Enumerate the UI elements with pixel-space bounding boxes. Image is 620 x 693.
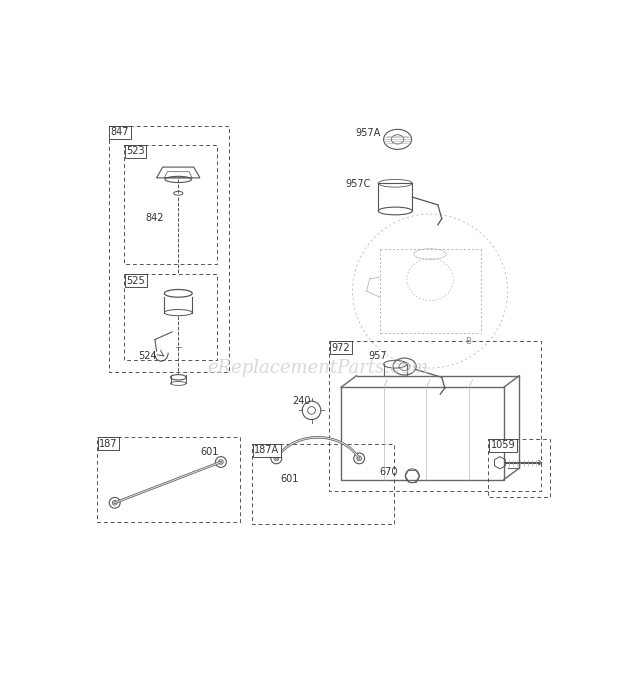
Text: 524: 524 [138,351,157,361]
Text: B: B [465,337,471,346]
Text: 847: 847 [111,127,130,137]
Text: 670: 670 [379,466,398,477]
Bar [252,444,394,524]
Text: 523: 523 [126,146,145,157]
Bar [329,341,541,491]
Text: 240: 240 [292,396,311,406]
Text: 972: 972 [332,342,350,353]
Text: 187A: 187A [254,445,280,455]
Bar [124,274,217,360]
Text: 957: 957 [368,351,387,361]
Text: 187: 187 [99,439,118,449]
Bar [489,439,551,498]
Text: 1059: 1059 [490,441,515,450]
Text: 525: 525 [126,276,145,286]
Text: 957A: 957A [355,128,380,138]
Text: 842: 842 [146,213,164,222]
Bar [124,145,217,264]
Bar [341,387,503,480]
Bar [108,125,229,372]
Bar [97,437,241,522]
Text: 957C: 957C [345,179,370,189]
Text: 601: 601 [200,448,218,457]
Text: 601: 601 [280,474,299,484]
Text: eReplacementParts.com: eReplacementParts.com [207,359,428,377]
